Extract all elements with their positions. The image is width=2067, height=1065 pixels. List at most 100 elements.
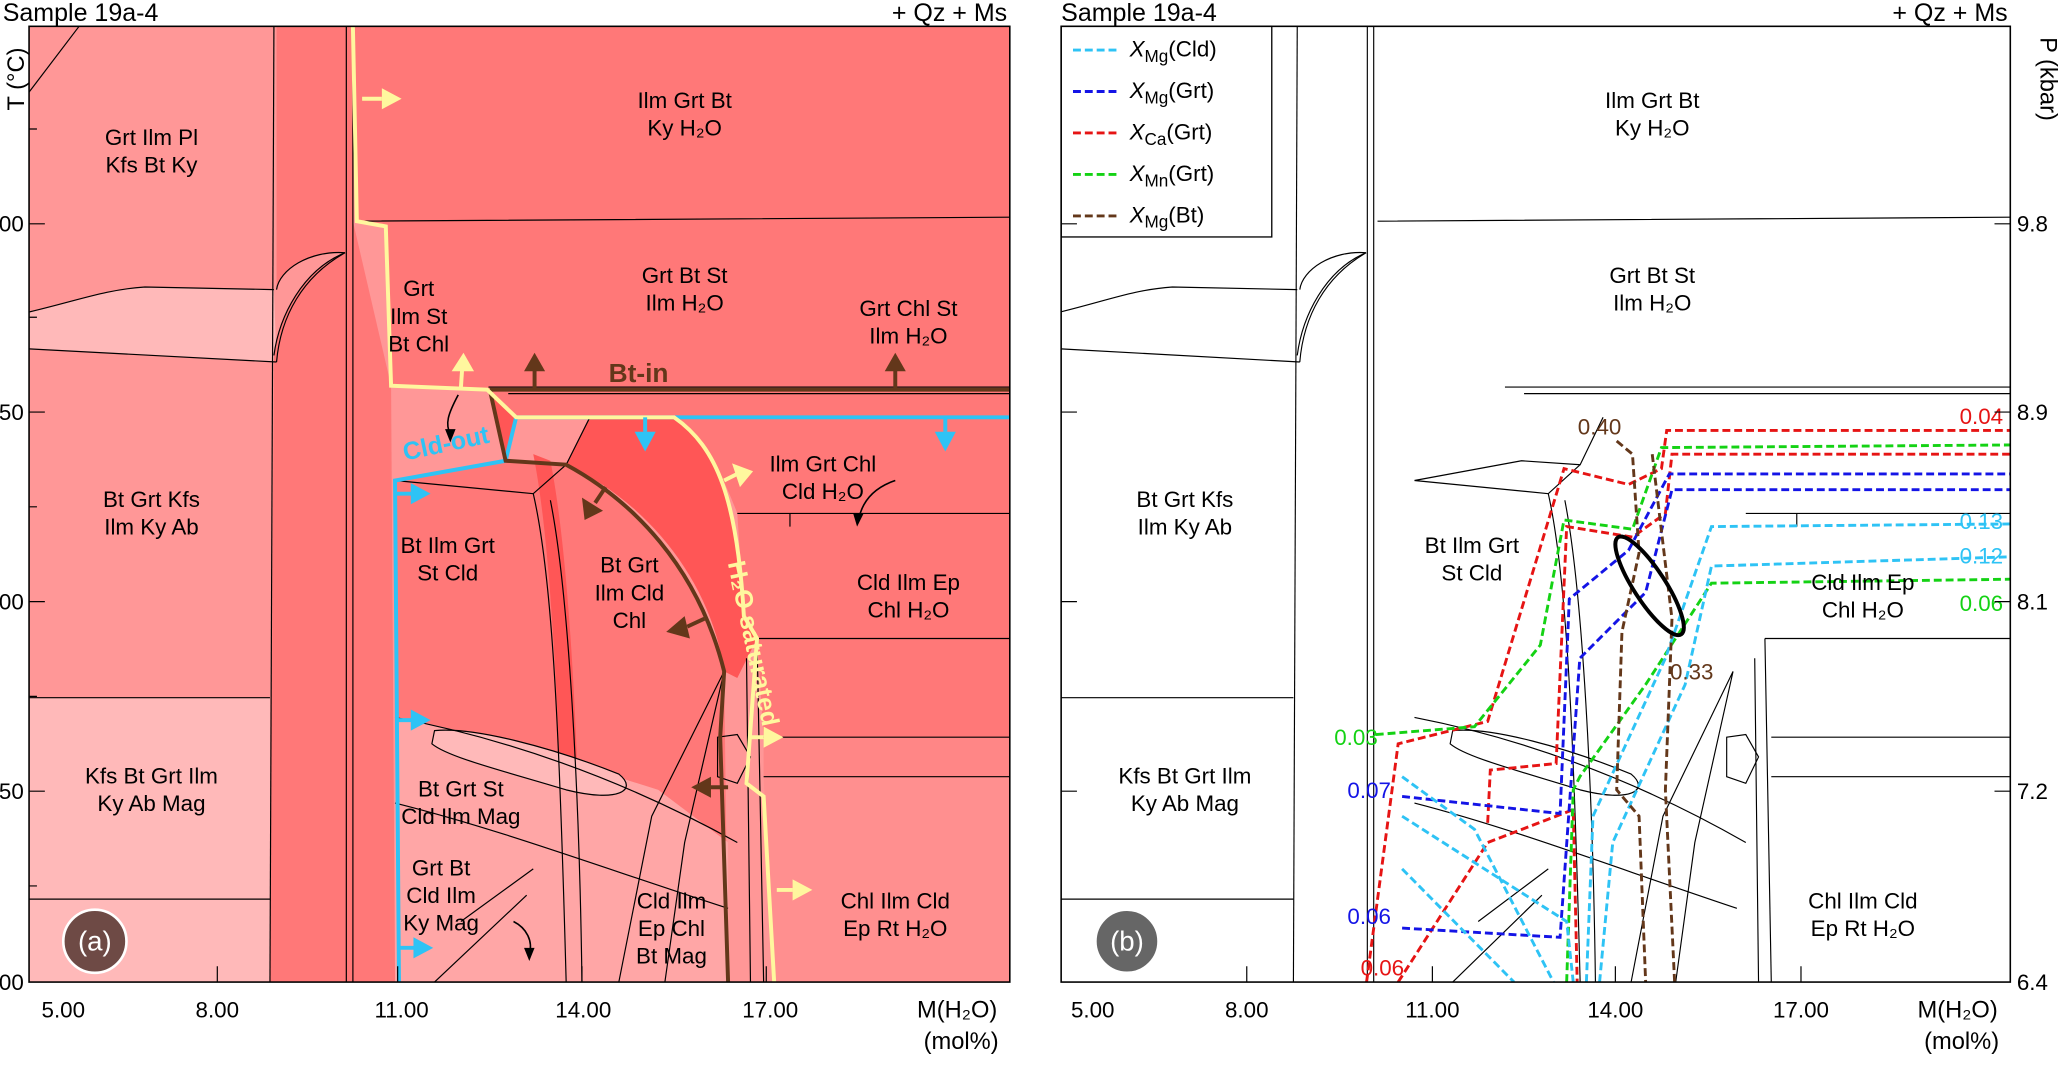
arrow-up-icon (884, 352, 906, 372)
phase-field-line: Kfs Bt Ky (106, 152, 199, 177)
legend-label: XMg(Cld) (1129, 37, 1217, 66)
xmg-bt-isopleth (1615, 439, 1648, 983)
phase-field-line: Ilm Grt Chl (769, 451, 876, 476)
phase-field-line: Ep Chl (638, 916, 705, 941)
legend-item: XMg(Grt) (1072, 78, 1214, 107)
phase-field-line: Ky H₂O (1615, 116, 1690, 141)
arrow-up-icon (524, 352, 546, 372)
phase-field-line: Bt Chl (388, 331, 449, 356)
phase-field-line: Bt Grt Kfs (1136, 487, 1233, 512)
xmg-cld-isopleth (1401, 775, 1555, 983)
xca-grt-isopleth (1396, 807, 1579, 983)
y-tick-labels: 600 550 500 450 400 (0, 212, 24, 995)
phase-field-line: Grt Chl St (859, 296, 958, 321)
bt-in-line (487, 387, 1010, 983)
phase-field-label: Cld Ilm Ep Chl Bt Mag (636, 888, 707, 968)
phase-field-label: Grt Ilm Pl Kfs Bt Ky (105, 125, 198, 178)
plot-frame (1060, 25, 2012, 983)
phase-field-line: Bt Mag (636, 944, 707, 969)
x-tick: 14.00 (1587, 998, 1643, 1023)
leader-arrow-icon (853, 513, 864, 527)
isopleth-value-label: 0.04 (1960, 404, 2004, 429)
phase-field-line: Chl H₂O (1822, 597, 1904, 622)
phase-field-label: Ilm Grt Bt Ky H₂O (637, 88, 732, 141)
phase-field-line: Ilm Cld (595, 580, 665, 605)
isopleth-value-label: 0.07 (1347, 778, 1391, 803)
phase-field-label: Grt Bt St Ilm H₂O (642, 263, 729, 316)
isopleth-value-label: 0.06 (1361, 955, 1405, 980)
arrow-down-icon (934, 431, 956, 452)
arrow-right-icon (732, 463, 754, 488)
legend-box (1060, 25, 1273, 238)
phase-field-line: Chl (613, 608, 647, 633)
y-tick: 450 (0, 779, 24, 804)
phase-field-label: Cld Ilm Ep Chl H₂O (1811, 570, 1914, 623)
panel-a: Sample 19a-4 + Qz + Ms (0, 0, 1011, 1055)
leader-arrow-icon (524, 947, 535, 962)
phase-field-line: St Cld (1441, 561, 1502, 586)
phase-field-line: Ilm Ky Ab (104, 514, 198, 539)
arrow-right-icon (410, 483, 431, 505)
phase-field-label: Kfs Bt Grt Ilm Ky Ab Mag (1118, 763, 1251, 816)
x-axis-unit: (mol%) (924, 1029, 999, 1055)
phase-field-label: Grt Chl St Ilm H₂O (859, 296, 958, 349)
phase-field-line: St Cld (417, 561, 478, 586)
legend-label: XMn(Grt) (1129, 161, 1215, 190)
phase-field-label: Grt Bt Cld Ilm Ky Mag (403, 855, 479, 935)
legend: XMg(Cld) XMg(Grt) XCa(Grt) XMn(Grt) XMg(Bt) (1060, 25, 1273, 238)
phase-field-label: Cld Ilm Ep Chl H₂O (857, 570, 960, 623)
xmg-cld-isopleth (1584, 522, 2011, 983)
bt-in-label: Bt-in (609, 358, 669, 388)
field-lens (431, 730, 627, 796)
x-tick: 5.00 (1071, 998, 1115, 1023)
field-red-band (566, 417, 758, 678)
field-light-band (29, 286, 277, 363)
x-tick: 5.00 (42, 998, 86, 1023)
panel-badge-label: (b) (1110, 925, 1144, 956)
field-strip-2 (352, 221, 396, 983)
arrow-right-icon (413, 937, 434, 959)
phase-field-label: Chl Ilm Cld Ep Rt H₂O (841, 888, 950, 941)
phase-field-line: Cld Ilm (406, 883, 476, 908)
plot-frame (28, 25, 1011, 983)
arrow-right-icon (381, 88, 402, 110)
x-tick: 14.00 (555, 998, 611, 1023)
y-tick: 8.9 (2017, 400, 2048, 425)
arrow-right-icon (792, 879, 813, 901)
y-tick: 7.2 (2017, 779, 2048, 804)
phase-field-line: Bt Grt Kfs (103, 487, 200, 512)
xmg-cld-isopleth (1401, 867, 1516, 983)
phase-field-line: Grt Bt St (1609, 263, 1696, 288)
axis-ticks (1061, 223, 2011, 983)
phase-field-label: Ilm Grt Chl Cld H₂O (769, 451, 876, 504)
phase-field-line: Cld Ilm Mag (401, 804, 520, 829)
phase-field-line: Cld Ilm Ep (857, 570, 960, 595)
y-tick: 600 (0, 212, 24, 237)
xmn-grt-isopleth (1375, 443, 2011, 737)
legend-label: XCa(Grt) (1129, 120, 1213, 149)
legend-item: XMn(Grt) (1072, 161, 1215, 190)
arrow-down-left-icon (581, 497, 604, 520)
arrow-down-icon (634, 431, 656, 452)
phase-field-line: Kfs Bt Grt Ilm (1118, 763, 1251, 788)
xca-grt-isopleth (1365, 429, 2011, 983)
phase-field-line: Kfs Bt Grt Ilm (85, 763, 218, 788)
isopleth-value-label: 0.13 (1960, 509, 2004, 534)
isopleth-value-label: 0.12 (1960, 543, 2004, 568)
field-labels: Ilm Grt Bt Ky H₂O Grt Bt St Ilm H₂O Bt Grt K… (1118, 88, 1917, 941)
assemblage-label: + Qz + Ms (1892, 0, 2007, 27)
field-lower-mid (395, 717, 729, 983)
phase-field-label: Bt Grt St Cld Ilm Mag (401, 776, 520, 829)
field-upper-right (352, 26, 1010, 738)
isopleth-value-label: 0.03 (1334, 725, 1378, 750)
arrow-right-icon (763, 726, 784, 748)
y-axis-label: P (kbar) (2035, 37, 2061, 121)
xmg-cld-isopleth (1598, 555, 2011, 983)
phase-field-line: Chl Ilm Cld (841, 888, 950, 913)
p-tick-labels: 9.8 8.9 8.1 7.2 6.4 (2017, 212, 2048, 995)
direction-arrows (362, 88, 956, 962)
xmg-grt-isopleth (1402, 488, 2011, 939)
sample-title: Sample 19a-4 (3, 0, 159, 27)
phase-field-line: Grt Ilm Pl (105, 125, 198, 150)
field-dark-strip (269, 26, 353, 983)
